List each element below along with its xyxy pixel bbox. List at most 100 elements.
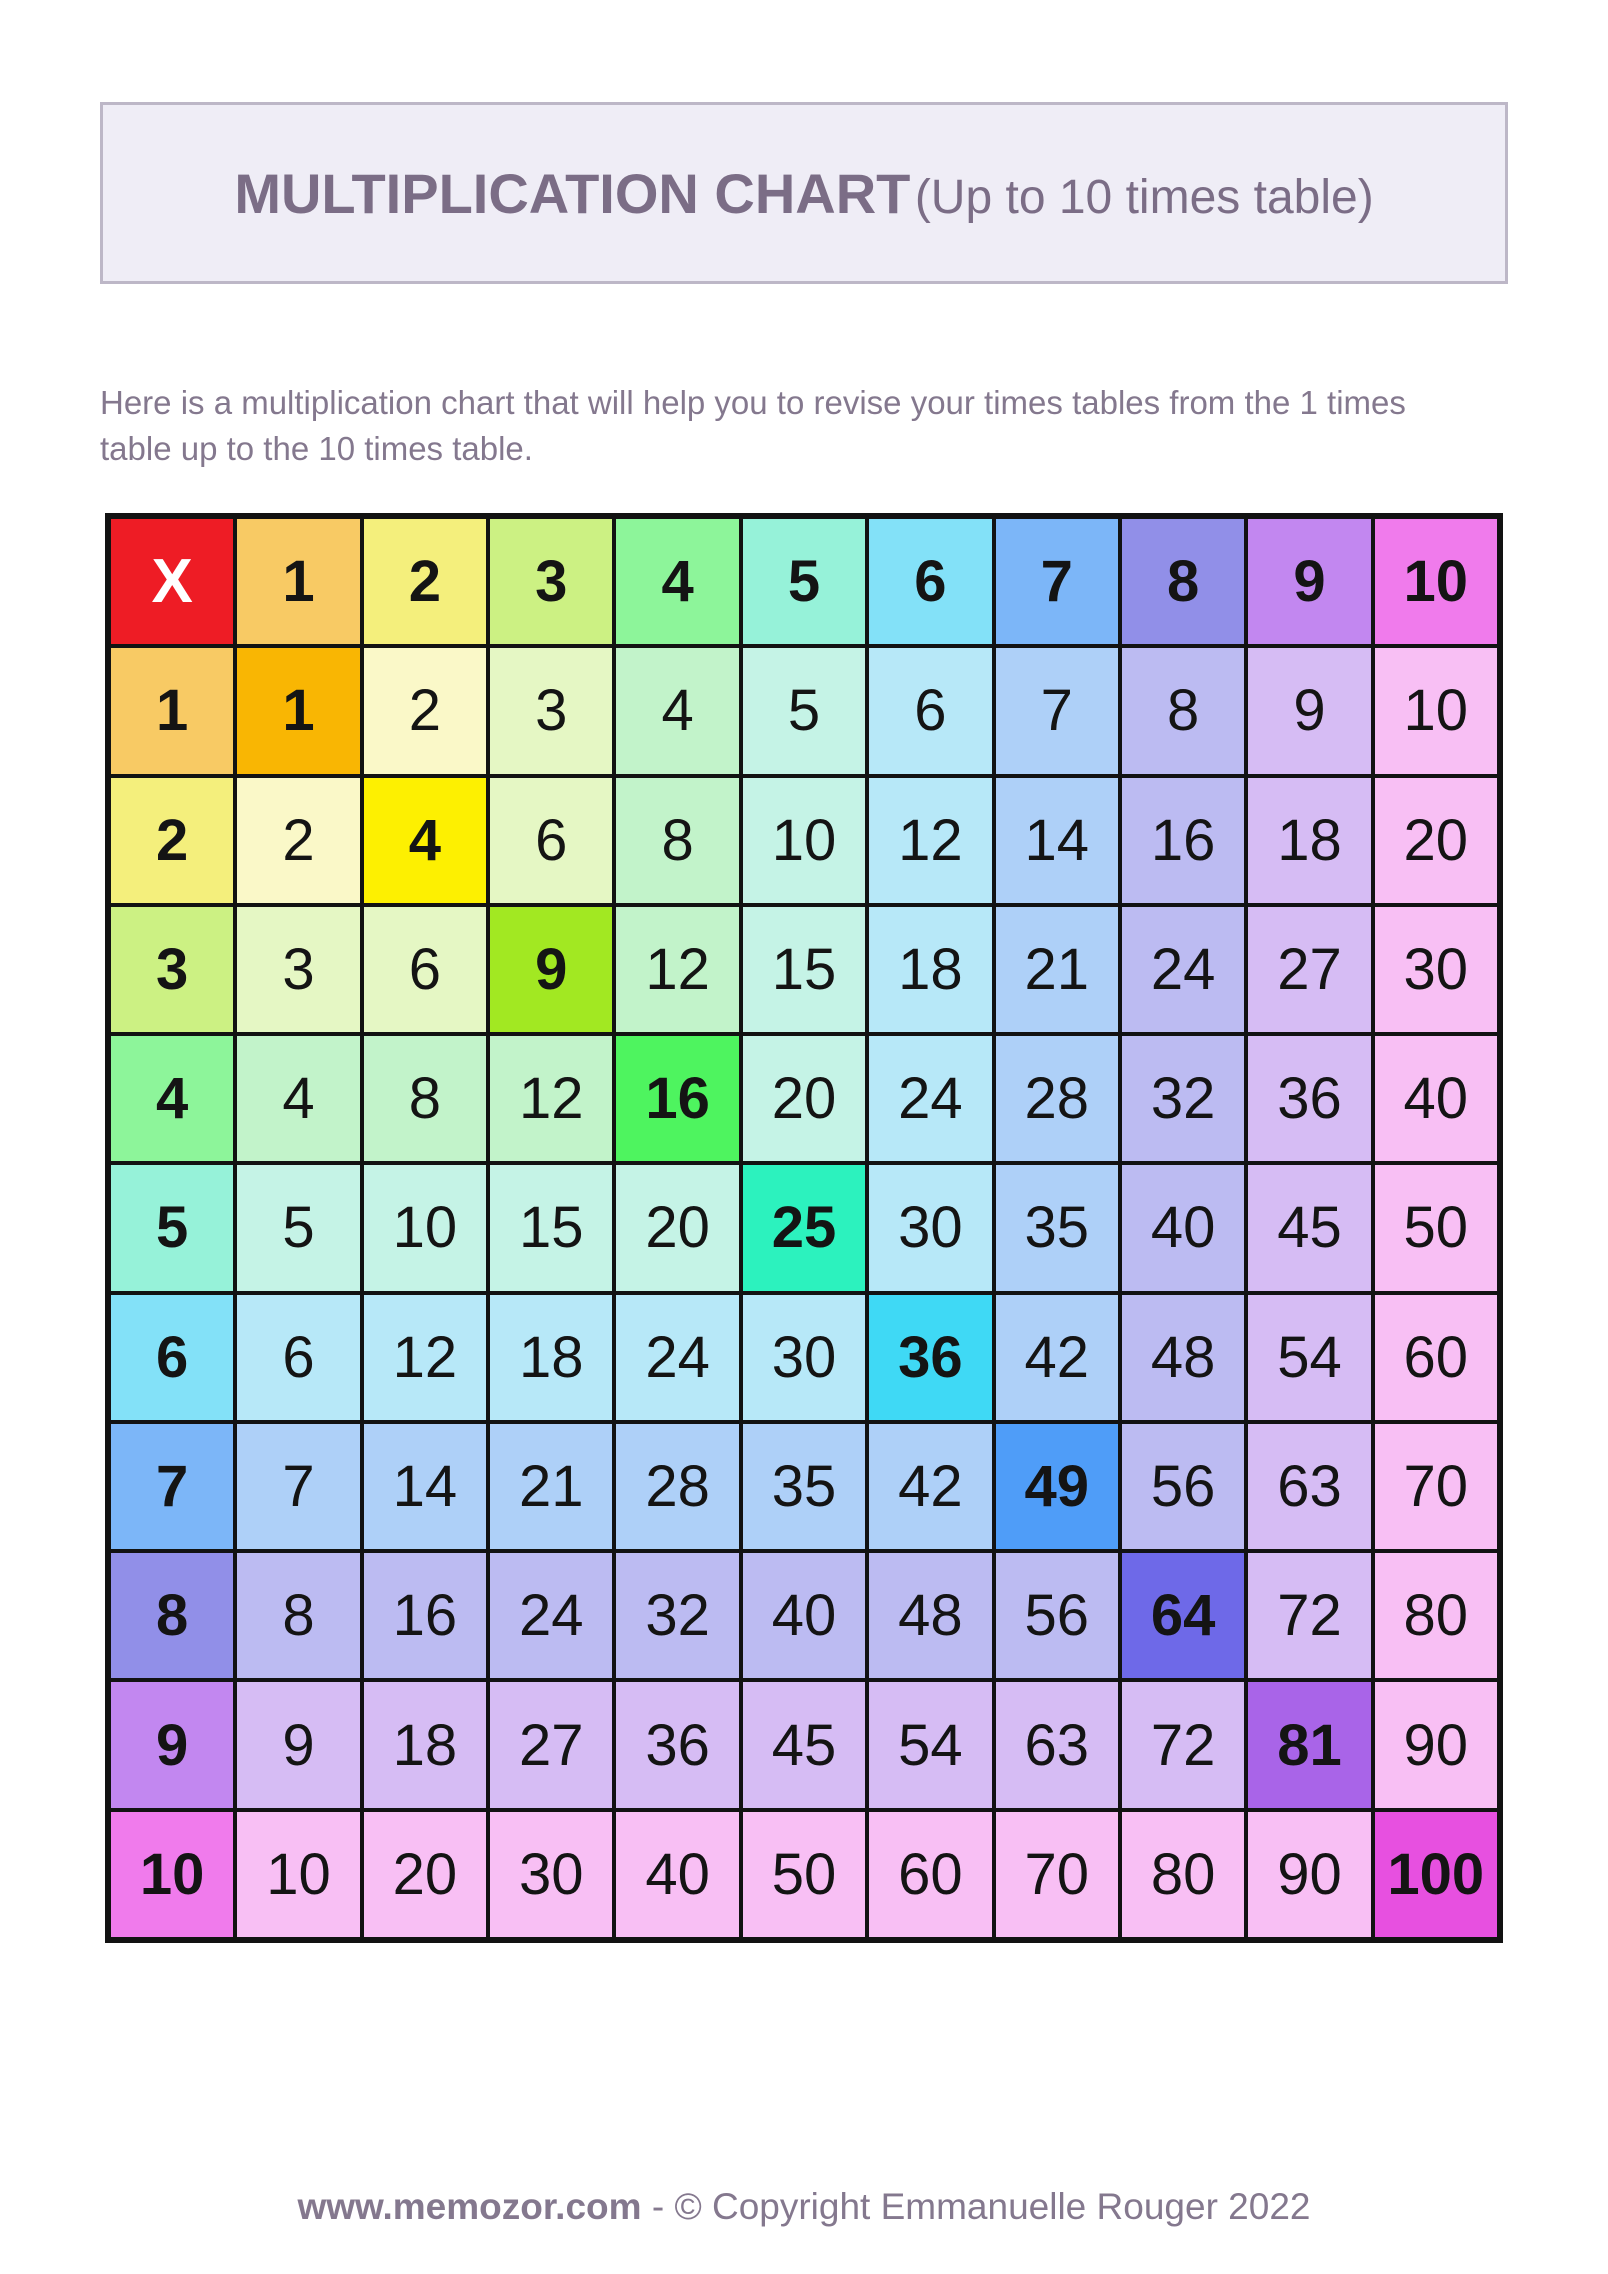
product-cell: 6 [869, 648, 992, 774]
product-cell: 5 [742, 648, 866, 774]
product-cell: 45 [1248, 1165, 1371, 1291]
product-cell: 60 [1374, 1294, 1497, 1420]
page-title-main: MULTIPLICATION CHART [234, 161, 911, 225]
row-header-cell: 1 [111, 648, 234, 774]
page-title-suffix: (Up to 10 times table) [915, 171, 1374, 224]
product-cell: 90 [1248, 1811, 1371, 1937]
product-cell: 40 [1121, 1165, 1245, 1291]
product-cell: 60 [869, 1811, 992, 1937]
column-header-cell: 8 [1121, 519, 1245, 645]
product-cell: 50 [1374, 1165, 1497, 1291]
row-header-cell: 8 [111, 1553, 234, 1679]
product-cell: 21 [995, 906, 1118, 1033]
product-cell: 80 [1121, 1811, 1245, 1937]
product-cell: 40 [616, 1811, 739, 1937]
product-cell: 6 [237, 1294, 360, 1420]
product-cell: 24 [490, 1553, 613, 1679]
product-cell: 3 [237, 906, 360, 1033]
product-cell: 35 [742, 1423, 866, 1550]
product-cell: 32 [1121, 1036, 1245, 1162]
square-product-cell: 49 [995, 1423, 1118, 1550]
product-cell: 50 [742, 1811, 866, 1937]
product-cell: 2 [237, 777, 360, 903]
product-cell: 20 [742, 1036, 866, 1162]
product-cell: 15 [490, 1165, 613, 1291]
product-cell: 9 [1248, 648, 1371, 774]
product-cell: 16 [1121, 777, 1245, 903]
column-header-cell: 1 [237, 519, 360, 645]
square-product-cell: 16 [616, 1036, 739, 1162]
product-cell: 18 [1248, 777, 1371, 903]
column-header-cell: 3 [490, 519, 613, 645]
product-cell: 4 [616, 648, 739, 774]
row-header-cell: 9 [111, 1682, 234, 1808]
product-cell: 8 [1121, 648, 1245, 774]
corner-cell: X [111, 519, 234, 645]
product-cell: 24 [1121, 906, 1245, 1033]
product-cell: 14 [363, 1423, 487, 1550]
product-cell: 30 [490, 1811, 613, 1937]
product-cell: 8 [616, 777, 739, 903]
product-cell: 48 [1121, 1294, 1245, 1420]
product-cell: 10 [237, 1811, 360, 1937]
product-cell: 8 [237, 1553, 360, 1679]
product-cell: 7 [995, 648, 1118, 774]
product-cell: 40 [742, 1553, 866, 1679]
product-cell: 3 [490, 648, 613, 774]
product-cell: 18 [363, 1682, 487, 1808]
column-header-cell: 2 [363, 519, 487, 645]
product-cell: 90 [1374, 1682, 1497, 1808]
square-product-cell: 81 [1248, 1682, 1371, 1808]
product-cell: 24 [869, 1036, 992, 1162]
product-cell: 6 [363, 906, 487, 1033]
column-header-cell: 9 [1248, 519, 1371, 645]
product-cell: 5 [237, 1165, 360, 1291]
footer: www.memozor.com - © Copyright Emmanuelle… [0, 2186, 1608, 2228]
square-product-cell: 1 [237, 648, 360, 774]
product-cell: 4 [237, 1036, 360, 1162]
product-cell: 54 [1248, 1294, 1371, 1420]
product-cell: 9 [237, 1682, 360, 1808]
product-cell: 20 [363, 1811, 487, 1937]
product-cell: 12 [869, 777, 992, 903]
product-cell: 30 [869, 1165, 992, 1291]
page-title: MULTIPLICATION CHART (Up to 10 times tab… [234, 161, 1373, 226]
product-cell: 35 [995, 1165, 1118, 1291]
product-cell: 8 [363, 1036, 487, 1162]
product-cell: 27 [1248, 906, 1371, 1033]
product-cell: 42 [869, 1423, 992, 1550]
product-cell: 70 [1374, 1423, 1497, 1550]
column-header-cell: 6 [869, 519, 992, 645]
product-cell: 48 [869, 1553, 992, 1679]
product-cell: 56 [995, 1553, 1118, 1679]
row-header-cell: 4 [111, 1036, 234, 1162]
footer-site-link: www.memozor.com [297, 2186, 642, 2227]
product-cell: 30 [742, 1294, 866, 1420]
product-cell: 10 [363, 1165, 487, 1291]
product-cell: 2 [363, 648, 487, 774]
square-product-cell: 36 [869, 1294, 992, 1420]
row-header-cell: 5 [111, 1165, 234, 1291]
square-product-cell: 100 [1374, 1811, 1497, 1937]
title-box: MULTIPLICATION CHART (Up to 10 times tab… [100, 102, 1508, 284]
square-product-cell: 25 [742, 1165, 866, 1291]
product-cell: 63 [995, 1682, 1118, 1808]
footer-separator: - [641, 2186, 675, 2227]
row-header-cell: 2 [111, 777, 234, 903]
product-cell: 32 [616, 1553, 739, 1679]
product-cell: 72 [1121, 1682, 1245, 1808]
product-cell: 63 [1248, 1423, 1371, 1550]
square-product-cell: 4 [363, 777, 487, 903]
row-header-cell: 10 [111, 1811, 234, 1937]
product-cell: 36 [1248, 1036, 1371, 1162]
product-cell: 27 [490, 1682, 613, 1808]
column-header-cell: 4 [616, 519, 739, 645]
product-cell: 12 [490, 1036, 613, 1162]
product-cell: 10 [1374, 648, 1497, 774]
product-cell: 36 [616, 1682, 739, 1808]
product-cell: 45 [742, 1682, 866, 1808]
footer-copyright: © Copyright Emmanuelle Rouger 2022 [674, 2186, 1311, 2227]
product-cell: 6 [490, 777, 613, 903]
product-cell: 20 [616, 1165, 739, 1291]
